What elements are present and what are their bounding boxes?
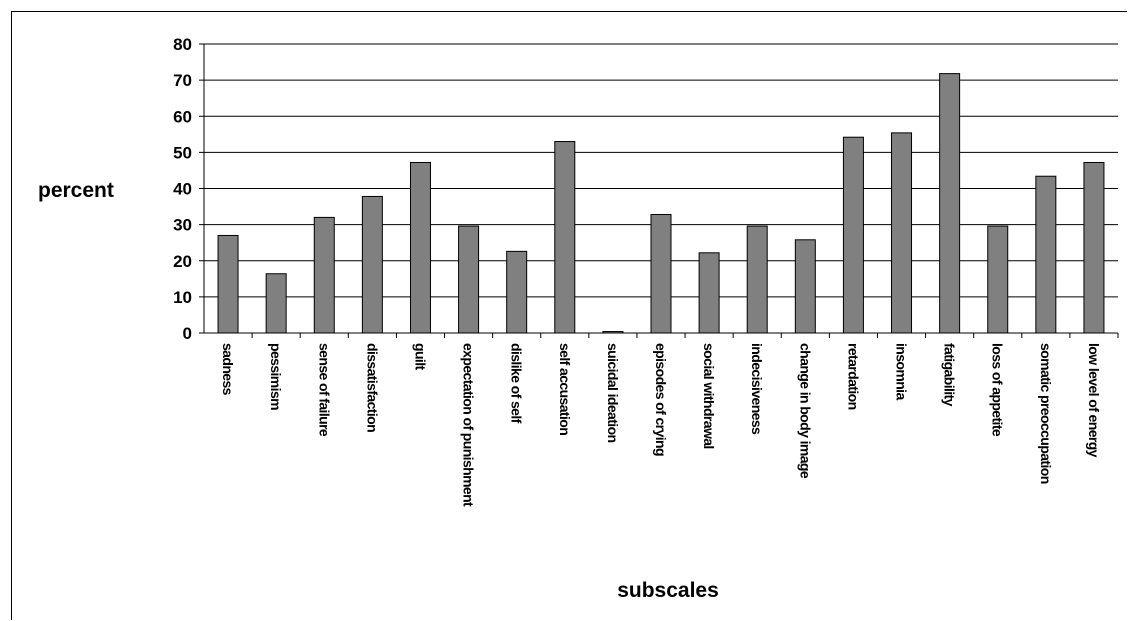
bar-sense-of-failure xyxy=(313,216,335,334)
x-tick-labels: sadness pessimism sense of failure dissatis… xyxy=(220,343,1102,507)
bar-indecisiveness xyxy=(746,225,768,334)
bar-retardation xyxy=(842,136,864,334)
x-tick-label: dissatisfaction xyxy=(364,343,380,432)
bar-loss-of-appetite xyxy=(987,225,1009,334)
x-tick-label: social withdrawal xyxy=(701,343,717,449)
bar-dissatisfaction xyxy=(361,195,383,334)
bar-sadness xyxy=(217,234,239,334)
x-tick-label: low level of energy xyxy=(1086,343,1102,458)
x-tick-label: somatic preoccupation xyxy=(1038,343,1054,484)
bar-somatic-preoccupation xyxy=(1035,175,1057,334)
y-tick-label: 60 xyxy=(173,107,192,126)
x-tick-label: retardation xyxy=(845,343,861,410)
x-tick-label: self accusation xyxy=(557,343,573,435)
x-tick-label: expectation of punishment xyxy=(461,343,477,507)
x-tick-label: insomnia xyxy=(894,343,910,400)
axes xyxy=(203,44,1118,334)
bar-dislike-of-self xyxy=(506,250,528,334)
bars xyxy=(217,73,1105,334)
y-tick-label: 20 xyxy=(173,252,192,271)
x-tick-label: guilt xyxy=(412,343,428,370)
y-tick-labels: 0 10 20 30 40 50 60 70 80 xyxy=(173,35,192,343)
bar-guilt xyxy=(409,161,431,334)
y-tick-label: 10 xyxy=(173,288,192,307)
chart-frame xyxy=(11,11,1127,620)
y-tick-label: 30 xyxy=(173,216,192,235)
x-tick-label: sense of failure xyxy=(316,343,332,437)
bar-insomnia xyxy=(891,132,913,334)
bar-fatigability xyxy=(939,73,961,334)
bar-social-withdrawal xyxy=(698,252,720,334)
bar-change-in-body-image xyxy=(794,239,816,334)
bar-episodes-of-crying xyxy=(650,214,672,334)
x-axis-title: subscales xyxy=(617,579,719,602)
x-tick-label: pessimism xyxy=(268,343,284,410)
y-tick-label: 50 xyxy=(173,143,192,162)
x-tick-label: dislike of self xyxy=(509,343,525,424)
x-tick-label: suicidal ideation xyxy=(605,343,621,443)
x-tick-label: indecisiveness xyxy=(749,343,765,435)
x-tick-label: fatigability xyxy=(942,343,958,407)
y-tick-label: 40 xyxy=(173,180,192,199)
x-tick-label: change in body image xyxy=(797,343,813,479)
x-tick-label: episodes of crying xyxy=(653,343,669,456)
y-axis-title: percent xyxy=(38,179,114,202)
bar-low-level-of-energy xyxy=(1083,161,1105,334)
bar-self-accusation xyxy=(554,141,576,334)
x-tick-label: loss of appetite xyxy=(990,343,1006,437)
bar-pessimism xyxy=(265,273,287,334)
y-tick-label: 70 xyxy=(173,71,192,90)
bar-expectation-of-punishment xyxy=(458,225,480,334)
y-tick-label: 0 xyxy=(183,324,192,343)
y-tick-label: 80 xyxy=(173,35,192,54)
x-tick-label: sadness xyxy=(220,343,236,396)
